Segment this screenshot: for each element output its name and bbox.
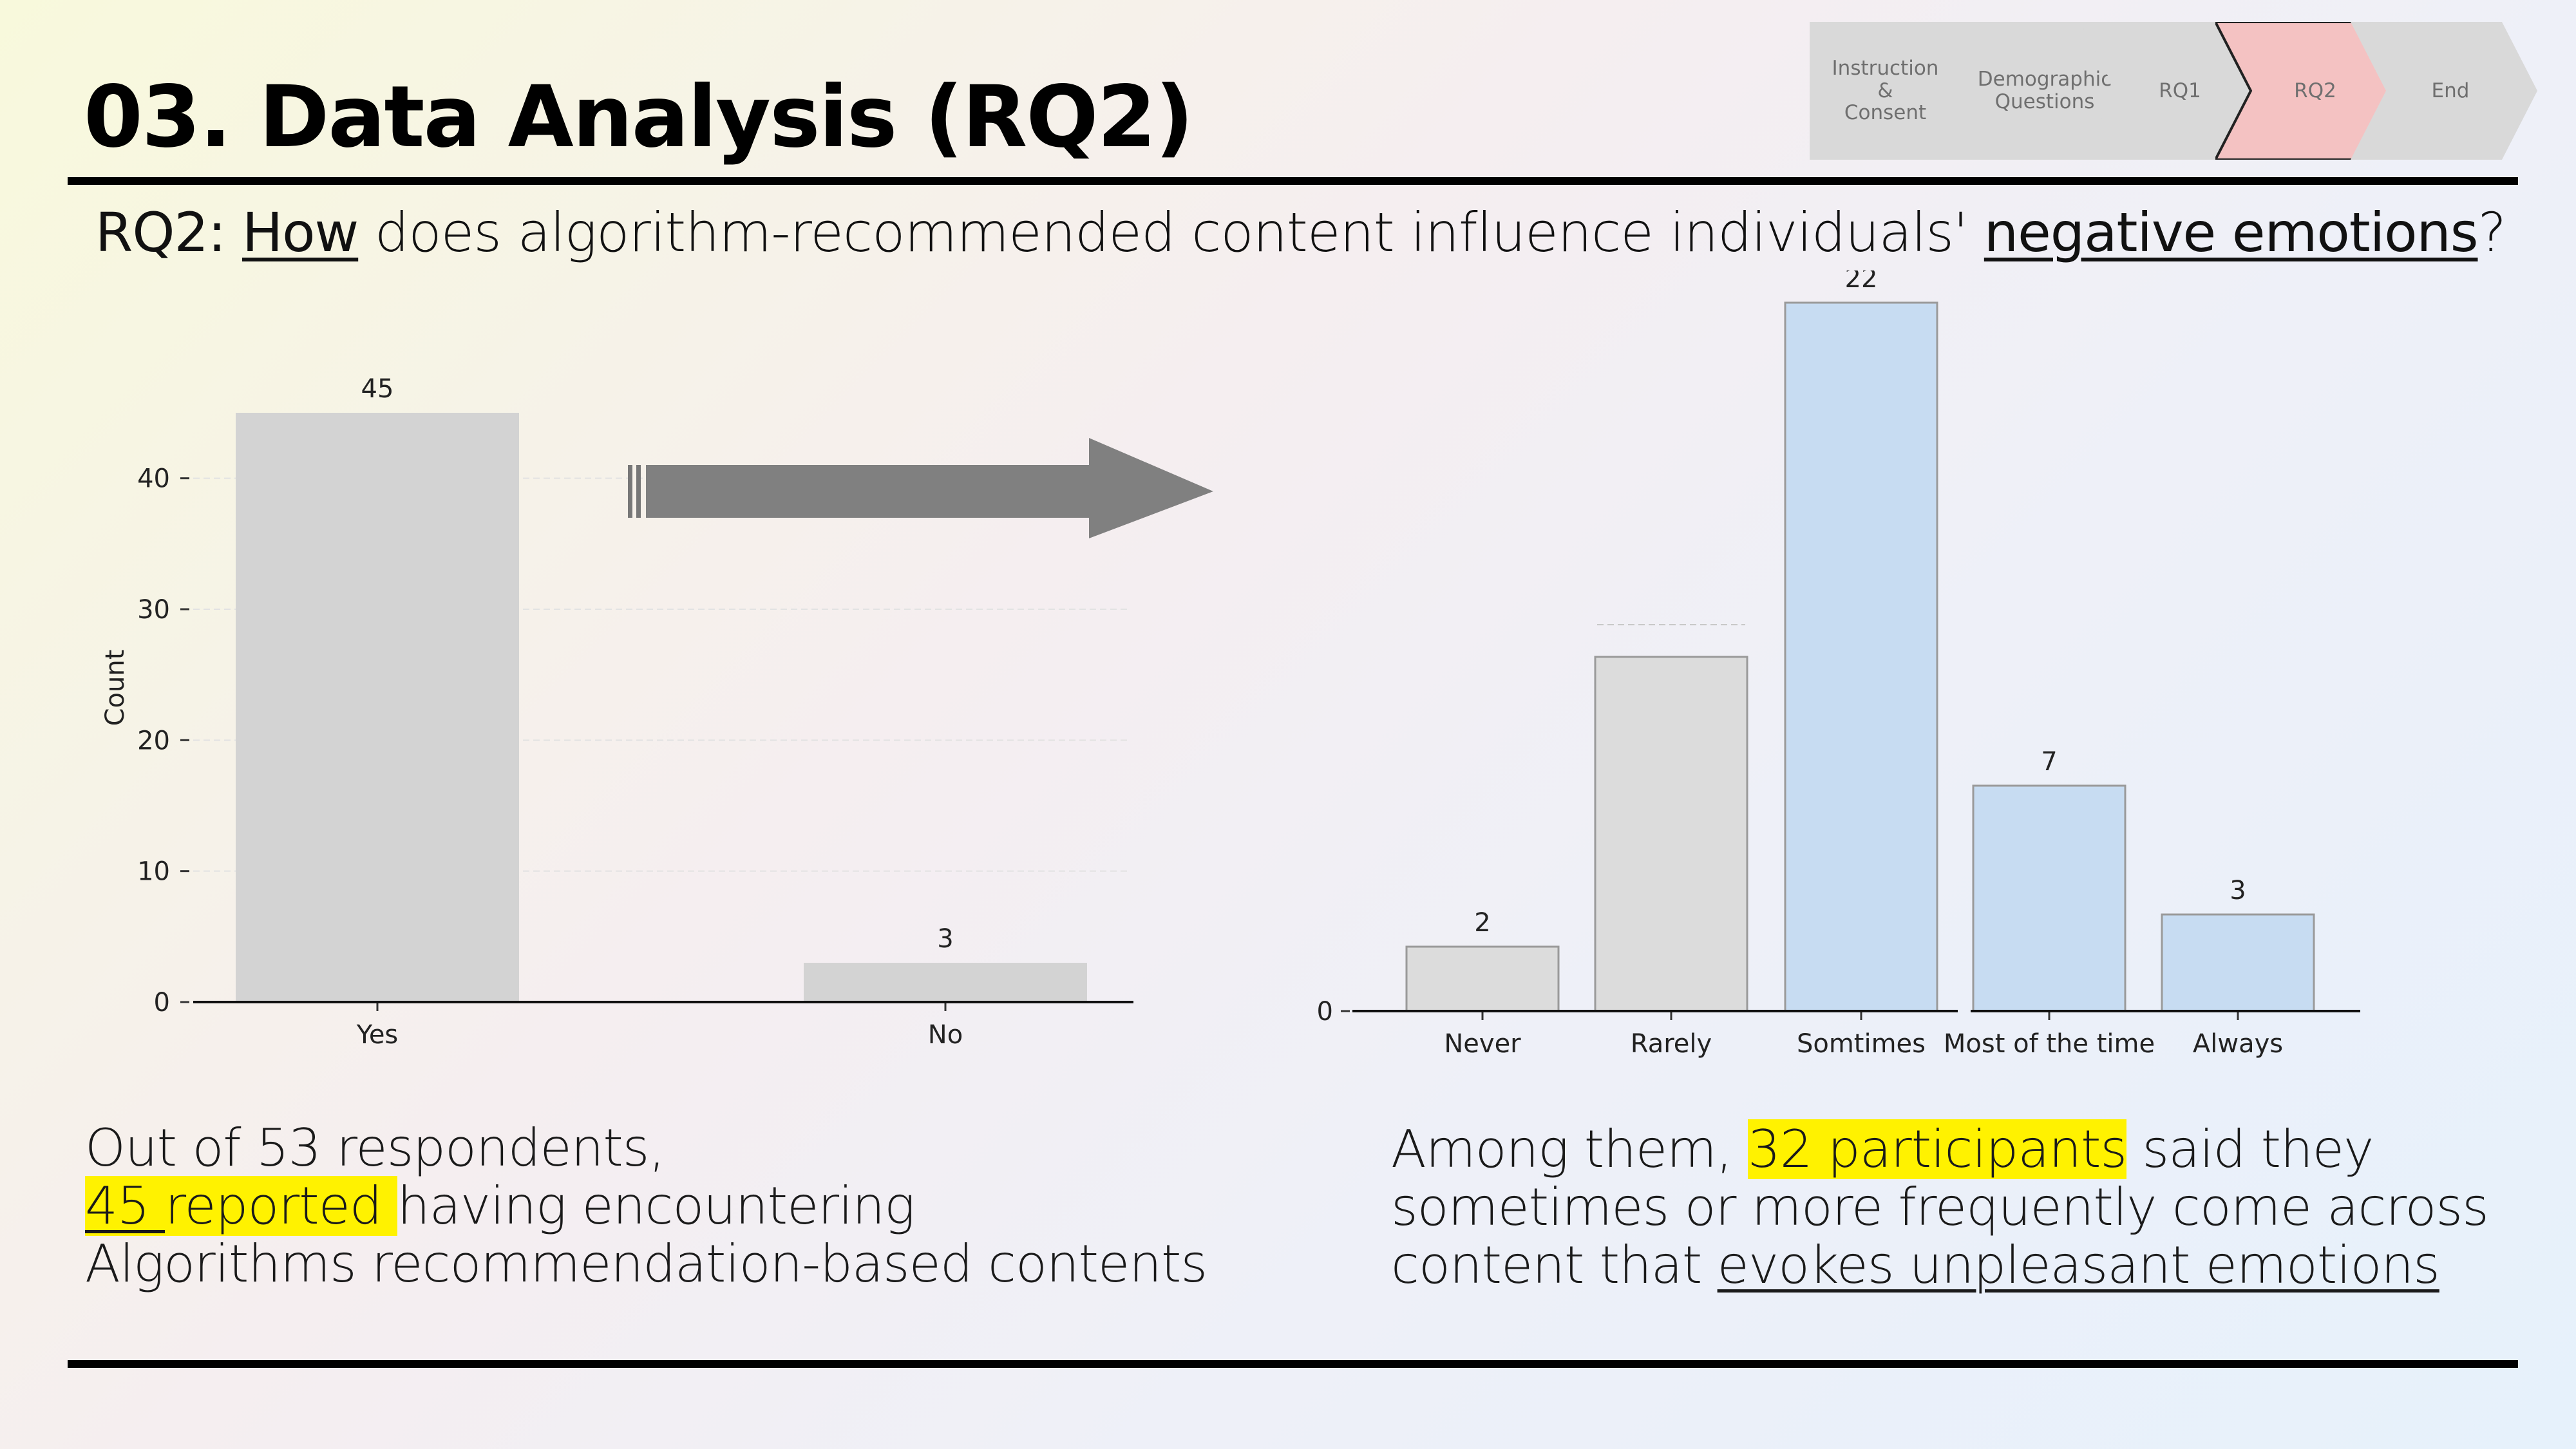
research-question: RQ2: How does algorithm-recommended cont… — [95, 201, 2506, 264]
right-caption-underline: evokes unpleasant emotions — [1717, 1235, 2440, 1295]
breadcrumb-step-rq1[interactable]: RQ1 — [2080, 22, 2267, 160]
breadcrumb-step-rq2[interactable]: RQ2 — [2215, 22, 2402, 160]
left-caption-line1: Out of 53 respondents, — [85, 1118, 665, 1178]
breadcrumb-step-label: Instruction & Consent — [1832, 56, 1939, 125]
right-caption-highlight: 32 participants — [1747, 1119, 2127, 1179]
breadcrumb-chevron — [1945, 22, 2132, 160]
breadcrumb-chevron — [2080, 22, 2267, 160]
breadcrumb-chevron — [1810, 22, 1996, 160]
y-axis-label: Count — [100, 650, 130, 726]
y-tick-label: 30 — [137, 595, 170, 625]
right-caption-line2: sometimes or more frequently come across — [1391, 1177, 2489, 1237]
bar-somtimes — [1784, 301, 1938, 1012]
breadcrumb-step-label: End — [2431, 79, 2470, 102]
rq-middle: does algorithm-recommended content influ… — [358, 201, 1984, 264]
right-caption-line3-start: content that — [1391, 1235, 1718, 1295]
progress-breadcrumb: Instruction & Consent Demographic Questio… — [1810, 22, 2537, 160]
right-arrow-icon — [628, 438, 1213, 538]
y-tick-label: 0 — [154, 988, 170, 1018]
data-label-somtimes: 22 — [1845, 270, 1878, 294]
x-tick-label-somtimes: Somtimes — [1797, 1029, 1926, 1059]
breadcrumb-chevron — [2215, 22, 2402, 160]
bar-no — [804, 963, 1087, 1002]
left-caption-line2: having encountering — [397, 1176, 915, 1236]
rq-emphasis: negative emotions — [1984, 201, 2479, 264]
bar-rarely — [1594, 656, 1748, 1012]
left-caption-highlight-text: reported — [165, 1176, 397, 1236]
x-tick-label-rarely: Rarely — [1631, 1029, 1712, 1059]
breadcrumb-step-label: RQ1 — [2159, 79, 2201, 102]
x-tick-label-yes: Yes — [356, 1020, 399, 1050]
breadcrumb-step-instruction-consent[interactable]: Instruction & Consent — [1810, 22, 1996, 160]
x-tick-label-always: Always — [2193, 1029, 2283, 1059]
data-label-no: 3 — [937, 924, 953, 954]
x-tick-label-no: No — [928, 1020, 963, 1050]
bar-always — [2161, 913, 2315, 1012]
right-caption-end: said they — [2126, 1119, 2374, 1179]
rq-how: How — [242, 201, 359, 264]
right-caption: Among them, 32 participants said they so… — [1391, 1119, 2489, 1295]
page-title: 03. Data Analysis (RQ2) — [84, 68, 1194, 167]
frequency-bar-chart: 0 2 Never Rarely 22 Somtimes 7 Most of the time… — [1317, 270, 2360, 1059]
left-caption-highlight-number: 45 — [85, 1176, 166, 1236]
right-caption-start: Among them, — [1391, 1119, 1748, 1179]
data-label-yes: 45 — [361, 374, 394, 404]
breadcrumb-step-label: Demographic Questions — [1977, 68, 2112, 113]
data-label-never: 2 — [1474, 908, 1490, 938]
top-divider — [68, 177, 2518, 185]
bar-most-of-the-time — [1972, 784, 2126, 1012]
bottom-divider — [68, 1360, 2518, 1368]
x-tick-label-most-of-the-time: Most of the time — [1944, 1029, 2155, 1059]
breadcrumb-chevron — [2351, 22, 2537, 160]
data-label-always: 3 — [2230, 876, 2246, 905]
breadcrumb-step-label: RQ2 — [2294, 79, 2336, 102]
x-tick-label-never: Never — [1444, 1029, 1521, 1059]
breadcrumb-step-end[interactable]: End — [2351, 22, 2537, 160]
left-caption: Out of 53 respondents, 45 reported havin… — [85, 1118, 1208, 1294]
breadcrumb-step-demographic-questions[interactable]: Demographic Questions — [1945, 22, 2132, 160]
y-tick-label: 10 — [137, 857, 170, 887]
y-tick-label: 40 — [137, 464, 170, 494]
data-label-most-of-the-time: 7 — [2041, 747, 2057, 777]
y-tick-label: 0 — [1317, 997, 1333, 1027]
left-caption-line3: Algorithms recommendation-based contents — [85, 1234, 1208, 1294]
y-tick-label: 20 — [137, 726, 170, 755]
bar-yes — [236, 413, 519, 1002]
rq-prefix: RQ2: — [95, 201, 242, 264]
bar-never — [1405, 945, 1560, 1012]
encounter-bar-chart: 0 10 20 30 40 Count 45 Yes 3 No — [100, 374, 1133, 1050]
rq-suffix: ? — [2477, 201, 2506, 264]
